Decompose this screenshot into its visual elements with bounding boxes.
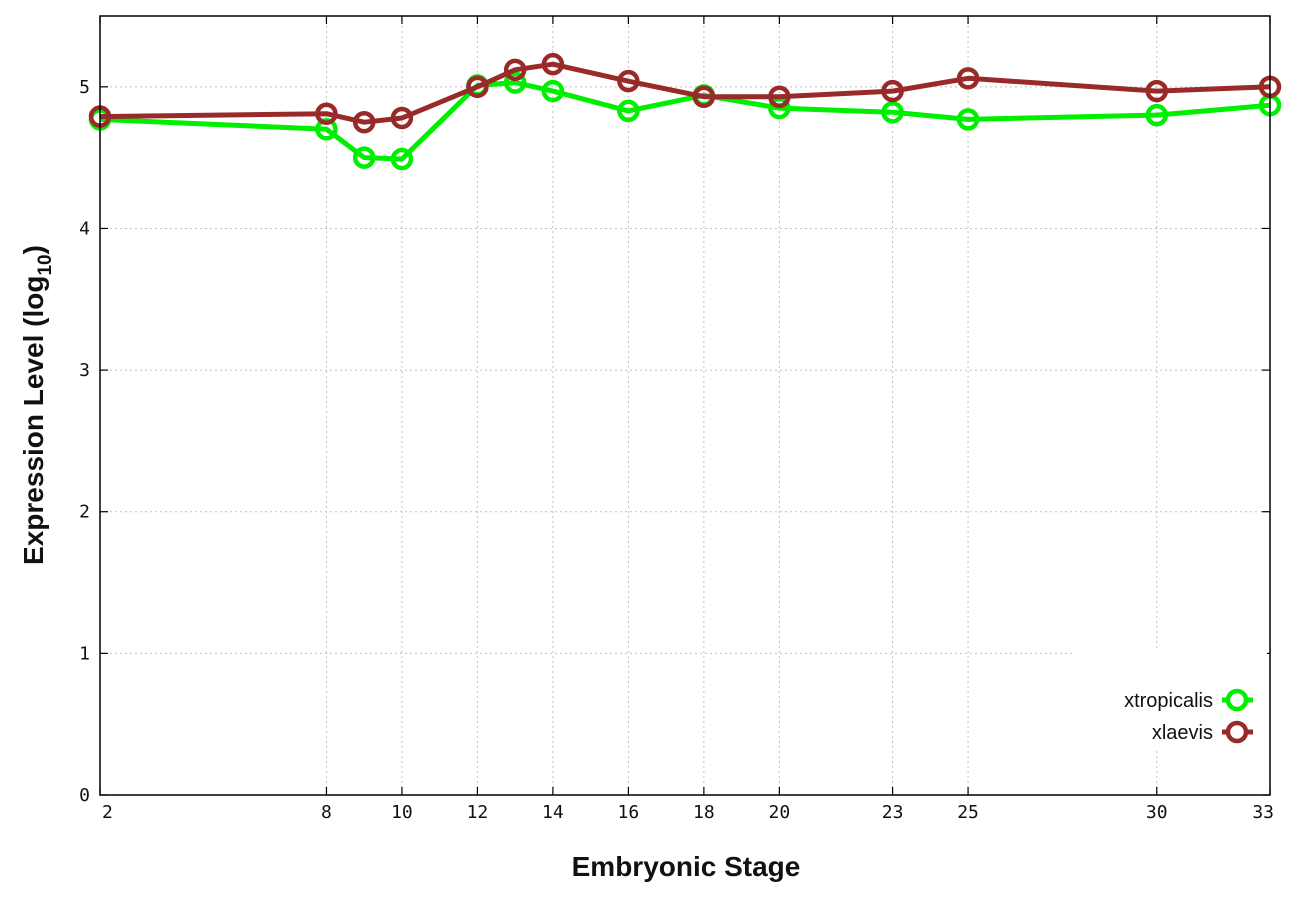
legend-label: xtropicalis [1124,690,1213,712]
series-xlaevis [91,55,1279,131]
x-tick-label: 14 [542,802,564,823]
x-tick-label: 23 [882,802,904,823]
y-axis-title: Expression Level (log10) [18,245,56,565]
y-tick-label: 2 [79,502,90,523]
y-tick-label: 5 [79,77,90,98]
x-tick-label: 10 [391,802,413,823]
series-lines [91,55,1279,168]
legend-label: xlaevis [1152,722,1213,744]
x-tick-labels: 2 8 10 12 14 16 18 20 23 25 30 33 [102,802,1274,823]
legend-item-xlaevis: xlaevis [1152,722,1253,744]
legend-marker-swatch [1228,691,1246,709]
y-tick-labels: 0 1 2 3 4 5 [79,77,90,806]
y-axis-title-close: ) [18,245,49,254]
x-tick-label: 16 [618,802,640,823]
x-tick-label: 8 [321,802,332,823]
legend-item-xtropicalis: xtropicalis [1124,690,1253,712]
y-tick-label: 4 [79,218,90,239]
x-tick-label: 20 [769,802,791,823]
x-tick-label: 25 [957,802,979,823]
y-tick-label: 1 [79,643,90,664]
y-tick-label: 3 [79,360,90,381]
y-axis-title-subscript: 10 [35,254,56,275]
x-tick-label: 2 [102,802,113,823]
y-axis-title-main: Expression Level (log [18,276,49,565]
series-line-xlaevis [100,64,1270,122]
y-tick-label: 0 [79,785,90,806]
legend-marker-swatch [1228,723,1246,741]
x-tick-label: 33 [1252,802,1274,823]
x-tick-label: 18 [693,802,715,823]
x-axis-title: Embryonic Stage [572,851,801,882]
x-tick-label: 12 [467,802,489,823]
x-tick-label: 30 [1146,802,1168,823]
